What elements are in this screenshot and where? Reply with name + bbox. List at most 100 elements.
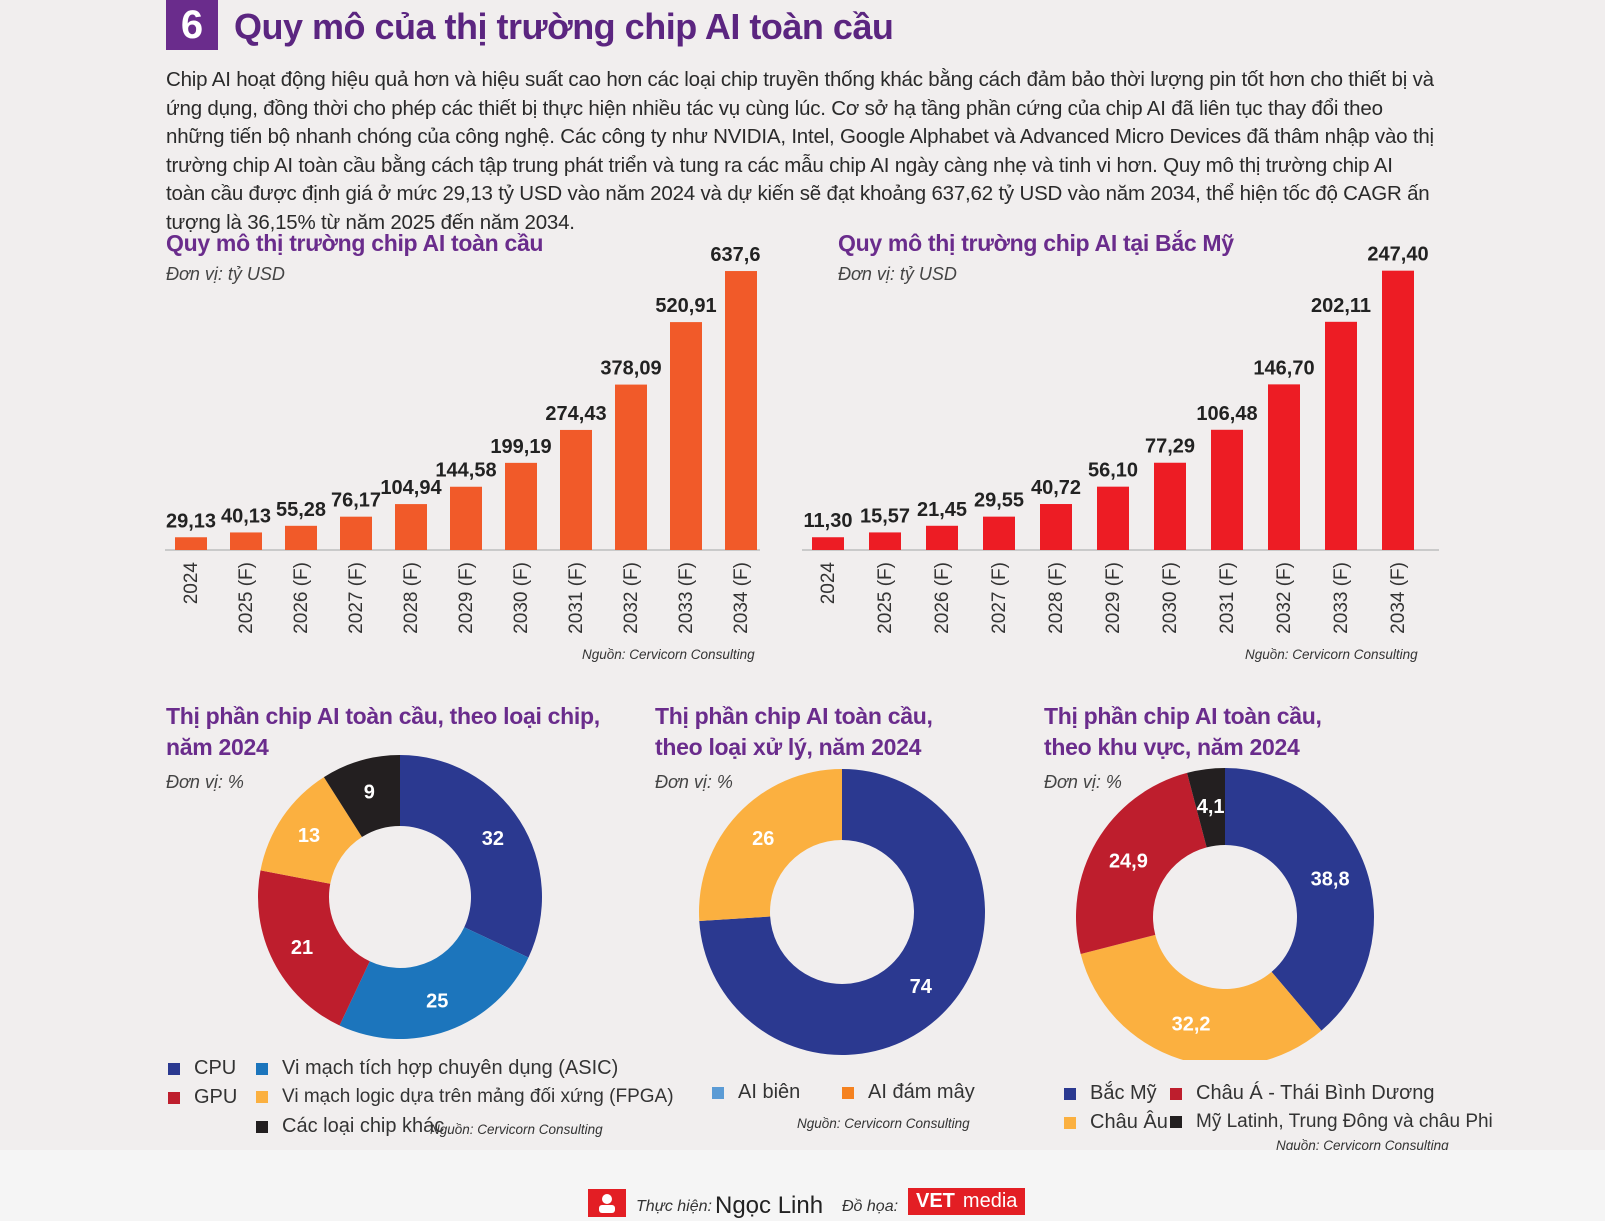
slice-value-label: 4,1 bbox=[1197, 796, 1225, 818]
x-tick-label: 2026 (F) bbox=[932, 562, 953, 634]
legend-asic: Vi mạch tích hợp chuyên dụng (ASIC) bbox=[256, 1057, 618, 1080]
x-tick-label: 2031 (F) bbox=[1217, 562, 1238, 634]
bar-value-label: 55,28 bbox=[276, 499, 326, 521]
donut-slice bbox=[1080, 934, 1322, 1060]
slice-value-label: 74 bbox=[910, 976, 933, 998]
bar-chart-na-unit: Đơn vị: tỷ USD bbox=[838, 264, 957, 284]
legend-swatch bbox=[256, 1062, 268, 1075]
bar-value-label: 247,40 bbox=[1367, 244, 1428, 266]
x-tick-label: 2030 (F) bbox=[511, 562, 532, 634]
bar bbox=[1040, 504, 1072, 550]
donut-chip-type-unit: Đơn vị: % bbox=[166, 772, 244, 792]
bar-value-label: 274,43 bbox=[545, 403, 606, 425]
bar bbox=[560, 429, 592, 550]
donut-slice bbox=[258, 870, 370, 1026]
bar bbox=[450, 486, 482, 550]
slice-value-label: 9 bbox=[364, 781, 375, 803]
legend-swatch bbox=[842, 1086, 854, 1099]
x-tick-label: 2029 (F) bbox=[456, 562, 477, 634]
legend-swatch bbox=[168, 1062, 180, 1075]
x-tick-label: 2024 bbox=[818, 562, 839, 605]
donut-slice bbox=[400, 755, 542, 958]
bar bbox=[505, 462, 537, 550]
donut-region-unit: Đơn vị: % bbox=[1044, 772, 1122, 792]
section-number-badge: 6 bbox=[166, 0, 218, 50]
bar-value-label: 104,94 bbox=[380, 477, 442, 499]
legend-swatch bbox=[712, 1086, 724, 1099]
donut-processing-title-line2: theo loại xử lý, năm 2024 bbox=[655, 734, 922, 760]
credit-made-by-label: Thực hiện: bbox=[636, 1198, 712, 1215]
bar bbox=[812, 537, 844, 550]
legend-swatch bbox=[1170, 1087, 1182, 1100]
donut-slice bbox=[1225, 768, 1374, 1031]
legend-swatch bbox=[1064, 1116, 1076, 1129]
bar bbox=[926, 525, 958, 550]
bar-chart-na-source: Nguồn: Cervicorn Consulting bbox=[1245, 647, 1418, 662]
legend-swatch bbox=[256, 1120, 268, 1133]
bar-chart-global-title: Quy mô thị trường chip AI toàn cầu bbox=[166, 230, 544, 256]
slice-value-label: 32 bbox=[482, 828, 504, 850]
donut-region-title-line1: Thị phần chip AI toàn cầu, bbox=[1044, 703, 1322, 729]
bar bbox=[1211, 429, 1243, 550]
legend-swatch bbox=[256, 1091, 268, 1103]
donut-region-title: Thị phần chip AI toàn cầu, theo khu vực,… bbox=[1044, 701, 1322, 763]
x-tick-label: 2025 (F) bbox=[875, 562, 896, 634]
x-tick-label: 2028 (F) bbox=[401, 562, 422, 634]
slice-value-label: 38,8 bbox=[1311, 868, 1350, 890]
donut-chip-type-source: Nguồn: Cervicorn Consulting bbox=[430, 1122, 603, 1137]
legend-swatch bbox=[168, 1091, 180, 1104]
bar bbox=[1382, 270, 1414, 550]
donut-processing-unit: Đơn vị: % bbox=[655, 772, 733, 792]
bar-value-label: 144,58 bbox=[435, 460, 496, 482]
credit-made-by-name: Ngọc Linh bbox=[715, 1192, 824, 1219]
x-tick-label: 2032 (F) bbox=[1274, 562, 1295, 634]
slice-value-label: 13 bbox=[298, 825, 320, 847]
legend-ai-cloud: AI đám mây bbox=[842, 1081, 975, 1104]
bar bbox=[285, 525, 317, 550]
bar bbox=[670, 322, 702, 550]
intro-paragraph: Chip AI hoạt động hiệu quả hơn và hiệu s… bbox=[166, 68, 1434, 234]
bar-value-label: 76,17 bbox=[331, 490, 381, 512]
bar-value-label: 40,72 bbox=[1031, 477, 1081, 499]
legend-other-chips: Các loại chip khác bbox=[256, 1115, 444, 1138]
x-tick-label: 2030 (F) bbox=[1160, 562, 1181, 634]
bar-value-label: 77,29 bbox=[1145, 436, 1195, 458]
bar-value-label: 29,55 bbox=[974, 490, 1024, 512]
bar bbox=[1154, 462, 1186, 550]
vetmedia-logo: VET media bbox=[908, 1188, 1026, 1215]
donut-region-source: Nguồn: Cervicorn Consulting bbox=[1276, 1138, 1449, 1153]
bar bbox=[615, 384, 647, 550]
donut-region-title-line2: theo khu vực, năm 2024 bbox=[1044, 734, 1300, 760]
bar bbox=[1325, 321, 1357, 550]
bar-value-label: 11,30 bbox=[804, 510, 853, 532]
bar-chart-global-unit: Đơn vị: tỷ USD bbox=[166, 264, 285, 284]
bar-chart-na-title: Quy mô thị trường chip AI tại Bắc Mỹ bbox=[838, 230, 1234, 256]
slice-value-label: 32,2 bbox=[1172, 1014, 1211, 1036]
bar bbox=[725, 271, 757, 550]
donut-chip-type-title: Thị phần chip AI toàn cầu, theo loại chi… bbox=[166, 701, 600, 763]
x-tick-label: 2034 (F) bbox=[731, 562, 752, 634]
donut-processing-source: Nguồn: Cervicorn Consulting bbox=[797, 1116, 970, 1131]
slice-value-label: 26 bbox=[752, 828, 774, 850]
footer bbox=[0, 1150, 1605, 1221]
slice-value-label: 21 bbox=[291, 937, 313, 959]
bar-value-label: 29,13 bbox=[166, 510, 216, 532]
legend-europe: Châu Âu bbox=[1064, 1111, 1168, 1134]
x-tick-label: 2025 (F) bbox=[236, 562, 257, 634]
donut-processing-title-line1: Thị phần chip AI toàn cầu, bbox=[655, 703, 933, 729]
legend-cpu: CPU bbox=[168, 1057, 236, 1080]
donut-slice bbox=[339, 927, 529, 1039]
legend-gpu: GPU bbox=[168, 1086, 237, 1109]
bar-value-label: 378,09 bbox=[600, 358, 661, 380]
x-tick-label: 2027 (F) bbox=[989, 562, 1010, 634]
x-tick-label: 2027 (F) bbox=[346, 562, 367, 634]
donut-chip-type-title-line2: năm 2024 bbox=[166, 734, 269, 760]
donut-chart-region: 38,8 32,2 24,9 4,1 bbox=[1076, 768, 1374, 1060]
x-tick-label: 2031 (F) bbox=[566, 562, 587, 634]
bar bbox=[983, 516, 1015, 550]
donut-slice bbox=[1076, 772, 1207, 955]
donut-slice bbox=[260, 777, 362, 884]
donut-slice bbox=[699, 769, 842, 921]
slice-value-label: 24,9 bbox=[1109, 850, 1148, 872]
legend-latam-me-africa: Mỹ Latinh, Trung Đông và châu Phi bbox=[1170, 1111, 1493, 1133]
